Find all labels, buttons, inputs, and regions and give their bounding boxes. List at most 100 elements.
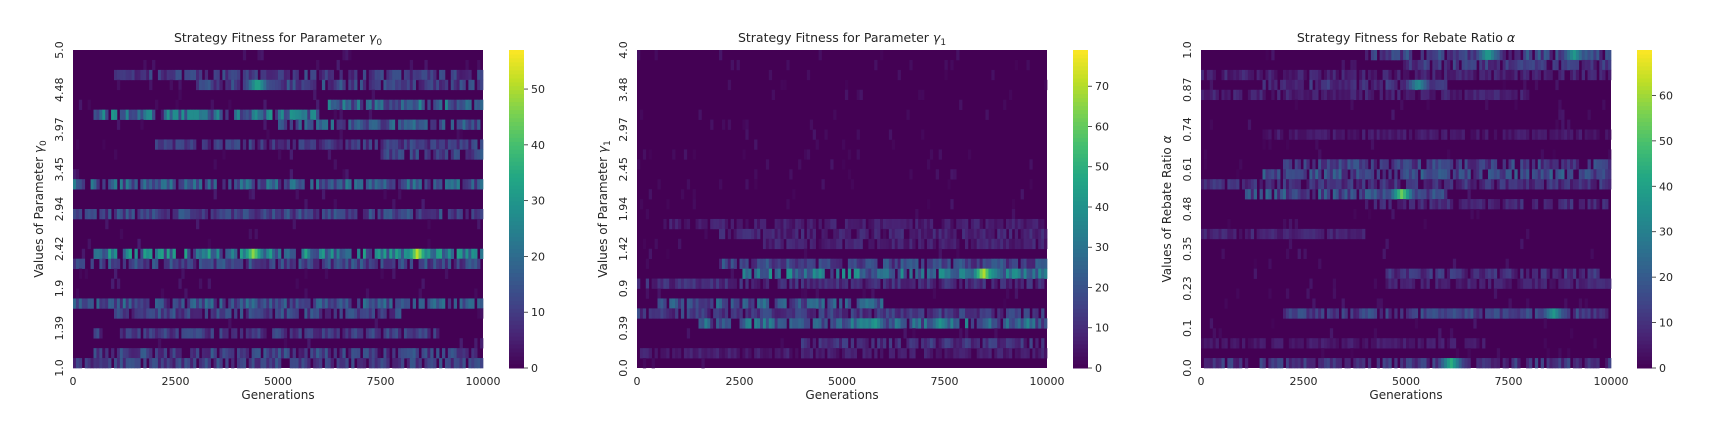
colorbar-segment [509, 117, 524, 123]
heatmap-cell [906, 258, 910, 269]
heatmap-cell [1221, 228, 1225, 240]
heatmap-cell [90, 258, 94, 269]
heatmap-cell [950, 268, 954, 279]
heatmap-cell [1567, 159, 1571, 170]
heatmap-cell [1584, 50, 1588, 61]
heatmap-cell [1575, 69, 1580, 81]
heatmap-cell [888, 338, 893, 349]
heatmap-cell [1227, 358, 1231, 369]
heatmap-cell [450, 79, 455, 91]
heatmap-cell [1602, 59, 1606, 71]
heatmap-cell [1300, 69, 1304, 81]
heatmap-cell [1362, 338, 1366, 349]
heatmap-cell [1590, 308, 1594, 319]
heatmap-cell [1221, 179, 1225, 190]
heatmap-cell [453, 149, 457, 160]
heatmap-cell [991, 278, 995, 289]
heatmap-cell [1268, 129, 1272, 140]
heatmap-cell [465, 149, 469, 160]
heatmap-cell [648, 348, 652, 359]
heatmap-cell [926, 228, 931, 240]
heatmap-cell [783, 218, 787, 230]
heatmap-cell [73, 169, 77, 180]
heatmap-cell [87, 238, 91, 250]
heatmap-cell [847, 149, 852, 160]
heatmap-cell [427, 358, 431, 369]
heatmap-cell [406, 99, 411, 110]
heatmap-cell [84, 358, 88, 369]
heatmap-cell [1514, 308, 1518, 319]
heatmap-cell [149, 109, 153, 120]
heatmap-cell [213, 109, 217, 120]
heatmap-cell [1467, 338, 1471, 349]
heatmap-cell [316, 109, 320, 120]
colorbar-segment [1637, 300, 1652, 305]
heatmap-cell [929, 338, 934, 349]
heatmap-cell [1593, 268, 1597, 279]
heatmap-cell [862, 258, 866, 269]
heatmap-cell [859, 318, 863, 329]
heatmap-cell [409, 119, 414, 130]
colorbar-segment [1637, 252, 1652, 258]
colorbar-segment [1637, 256, 1652, 262]
heatmap-cell [1324, 69, 1328, 81]
heatmap-cell [988, 268, 992, 279]
y-axis-label-text: Values of Rebate Ratio [1160, 143, 1174, 282]
heatmap-cell [278, 179, 282, 190]
heatmap-cell [1011, 338, 1016, 349]
heatmap-cell [196, 179, 200, 190]
heatmap-cell [830, 298, 834, 309]
heatmap-cell [310, 209, 314, 220]
heatmap-cell [412, 358, 416, 369]
heatmap-cell [724, 278, 729, 289]
heatmap-cell [421, 69, 425, 81]
heatmap-cell [888, 238, 893, 250]
heatmap-cell [1438, 199, 1442, 210]
heatmap-cell [1201, 89, 1205, 101]
heatmap-cell [970, 228, 975, 240]
colorbar-segment [1637, 332, 1652, 337]
heatmap-cell [1233, 179, 1237, 190]
heatmap-cell [178, 209, 182, 220]
heatmap-cell [450, 179, 455, 190]
colorbar-segment [1637, 101, 1652, 107]
heatmap-cell [477, 59, 481, 71]
heatmap-cell [324, 179, 329, 190]
heatmap-cell [912, 278, 916, 289]
heatmap-cell [1406, 159, 1410, 170]
heatmap-cell [1543, 159, 1547, 170]
heatmap-cell [1587, 109, 1591, 120]
heatmap-cell [193, 308, 197, 319]
heatmap-cell [1441, 169, 1445, 180]
heatmap-cell [991, 238, 995, 250]
heatmap-cell [692, 199, 696, 210]
heatmap-cell [1350, 99, 1354, 110]
heatmap-cell [1414, 69, 1419, 81]
heatmap-cell [1201, 69, 1205, 81]
heatmap-cell [1353, 179, 1357, 190]
heatmap-cell [371, 298, 375, 309]
heatmap-cell [1408, 308, 1413, 319]
heatmap-cell [248, 308, 252, 319]
heatmap-cell [468, 248, 472, 260]
colorbar-segment [1073, 205, 1088, 210]
heatmap-cell [821, 179, 825, 190]
heatmap-cell [1455, 278, 1460, 289]
heatmap-cell [310, 119, 314, 130]
heatmap-cell [245, 79, 250, 91]
heatmap-cell [760, 268, 764, 279]
heatmap-cell [915, 338, 919, 349]
heatmap-cell [1309, 358, 1313, 369]
colorbar-segment [1637, 121, 1652, 127]
heatmap-cell [1029, 179, 1033, 190]
heatmap-cell [280, 258, 285, 269]
heatmap-cell [953, 169, 957, 180]
heatmap-cell [774, 318, 778, 329]
heatmap-cell [921, 258, 925, 269]
heatmap-cell [143, 179, 147, 190]
heatmap-cell [289, 328, 293, 339]
heatmap-cell [1032, 218, 1036, 230]
heatmap-cell [877, 298, 881, 309]
heatmap-cell [801, 228, 805, 240]
colorbar-segment [1073, 300, 1088, 305]
